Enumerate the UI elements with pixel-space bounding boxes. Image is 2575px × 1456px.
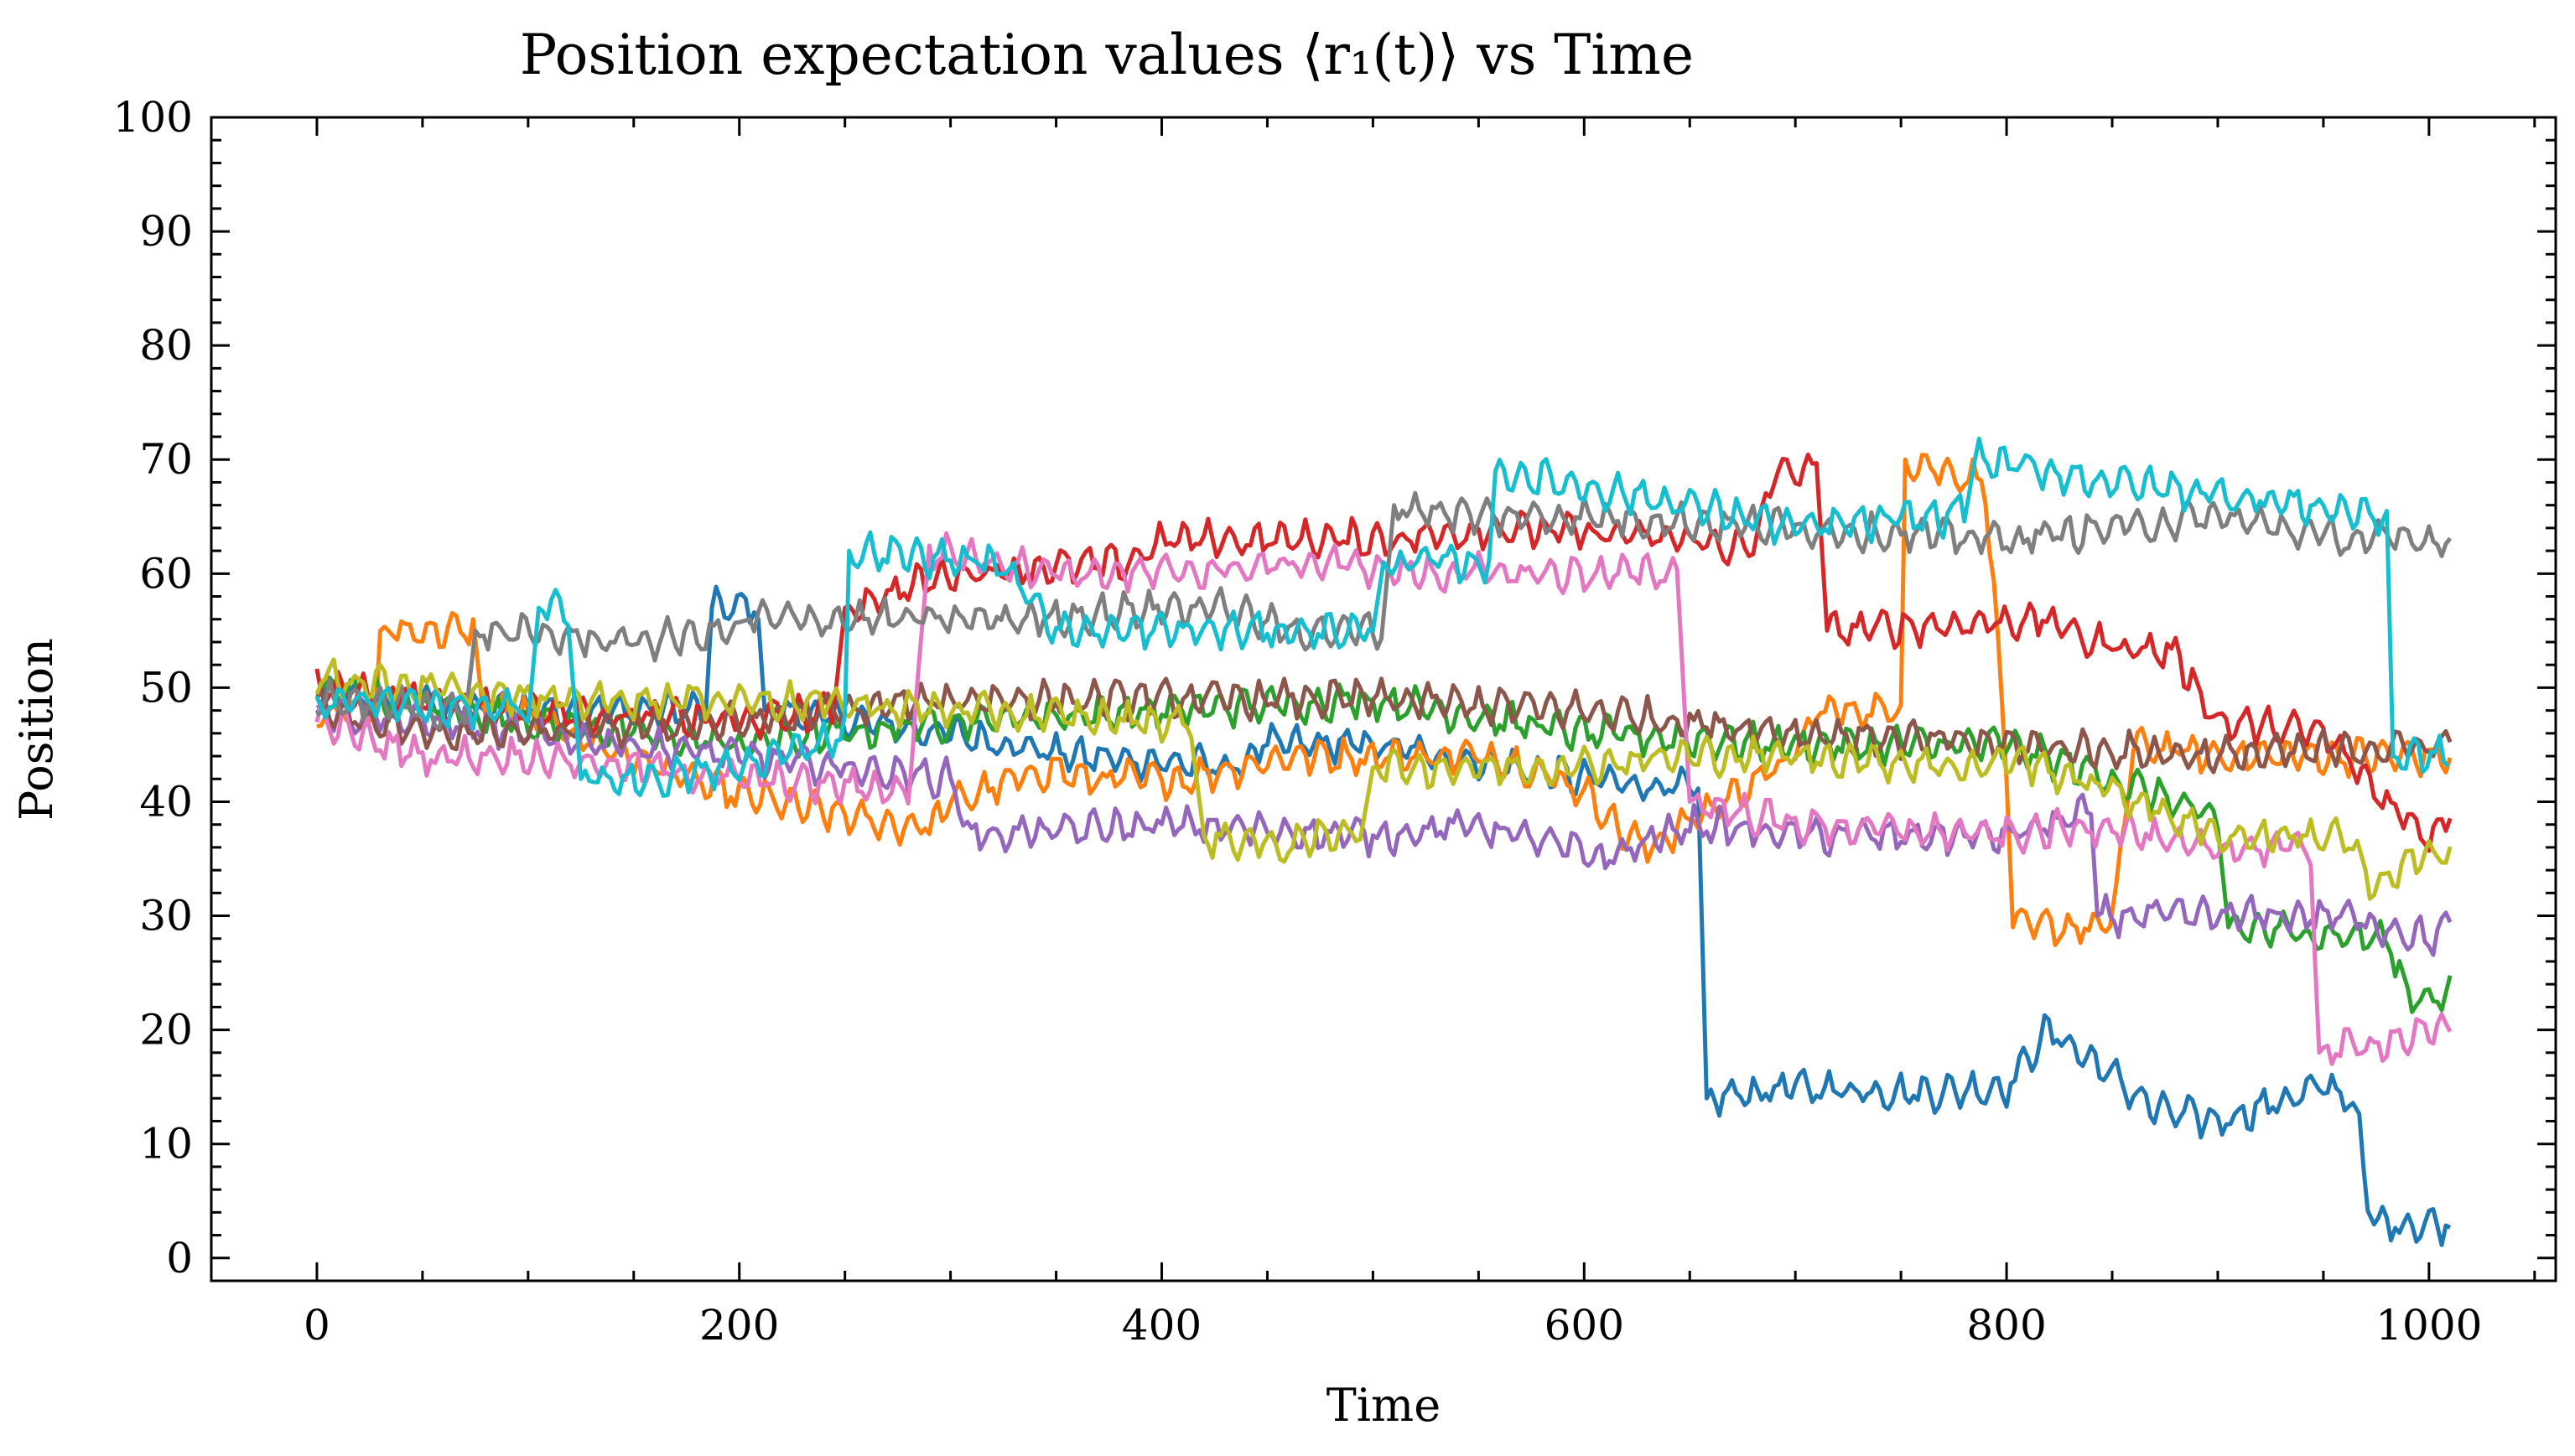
series-line-8 xyxy=(315,490,2453,731)
y-tick-label: 0 xyxy=(166,1234,193,1282)
y-tick-label: 30 xyxy=(139,892,193,940)
plot-area xyxy=(314,437,2453,1247)
x-tick-label: 600 xyxy=(1544,1301,1624,1350)
x-tick-label: 200 xyxy=(699,1301,779,1350)
y-axis-label: Position xyxy=(10,638,63,821)
x-tick-label: 400 xyxy=(1122,1301,1202,1350)
y-tick-label: 70 xyxy=(139,435,193,484)
x-tick-label: 800 xyxy=(1966,1301,2046,1350)
series-line-6 xyxy=(315,676,2453,775)
plot-frame xyxy=(210,116,2557,1282)
series-line-4 xyxy=(314,453,2453,853)
y-tick-label: 10 xyxy=(139,1120,193,1168)
y-tick-label: 20 xyxy=(139,1006,193,1054)
y-tick-label: 40 xyxy=(139,777,193,826)
y-tick-label: 60 xyxy=(139,549,193,598)
x-tick-label: 0 xyxy=(304,1301,330,1350)
x-tick-label: 1000 xyxy=(2375,1301,2482,1350)
series-line-9 xyxy=(314,657,2453,901)
y-tick-label: 100 xyxy=(113,93,193,142)
y-tick-label: 50 xyxy=(139,663,193,712)
y-tick-label: 90 xyxy=(139,207,193,256)
y-tick-label: 80 xyxy=(139,321,193,370)
chart-title: Position expectation values ⟨r₁(t)⟩ vs T… xyxy=(520,23,1694,87)
series-line-10 xyxy=(314,437,2450,798)
x-axis-label: Time xyxy=(1326,1379,1441,1432)
tick-labels: 0 200 400 600 800 1000 0 10 20 30 40 50 60 70 80 90 100 xyxy=(113,93,2483,1350)
series-line-3 xyxy=(314,675,2453,1014)
axis-ticks xyxy=(210,116,2556,1281)
